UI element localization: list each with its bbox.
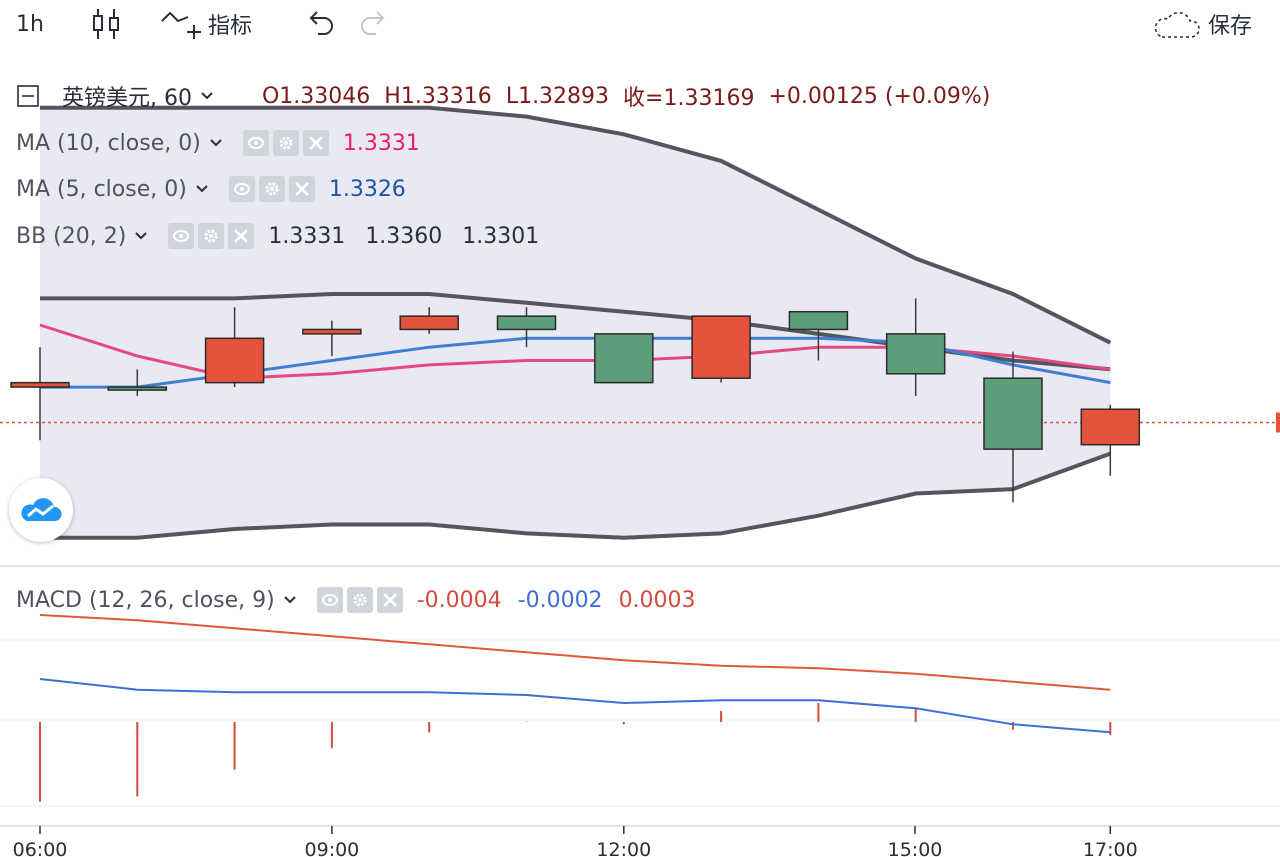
chevron-down-icon[interactable] [134,231,148,241]
candle-body [107,386,168,391]
indicators-label: 指标 [208,14,253,39]
redo-icon [361,11,385,35]
candle-body [594,333,654,384]
bb-value-upper: 1.3360 [365,223,443,249]
macd-legend: MACD (12, 26, close, 9) -0.0004 -0.0002 … [16,587,696,613]
indicators-icon [161,11,201,39]
ma10-legend: MA (10, close, 0) 1.3331 [16,130,420,156]
bollinger-band-fill [40,107,1111,538]
signal-line [39,678,1111,734]
save-button[interactable]: 保存 [1152,6,1252,42]
ohlc-low: L1.32893 [505,83,610,109]
eye-icon[interactable] [316,587,343,613]
time-tick-label: 12:00 [596,839,651,857]
chart-logo[interactable] [9,478,73,542]
ohlc-close: 收=1.33169 [623,86,755,111]
save-label: 保存 [1208,14,1253,39]
macd-value-macd: 0.0003 [618,587,696,613]
interval-label: 1h [16,11,44,37]
candle-body [885,333,946,375]
interval-button[interactable]: 1h [16,6,44,42]
symbol-name[interactable]: 英镑美元, 60 [62,86,192,111]
top-toolbar: 1h 指标 保存 [0,0,1280,48]
gear-icon[interactable] [346,587,373,613]
cloud-logo-icon [21,498,62,521]
ma5-label[interactable]: MA (5, close, 0) [16,176,187,202]
close-icon[interactable] [302,130,329,156]
last-price-marker [1276,412,1280,433]
candle-body [691,315,751,379]
candle-body [302,328,362,335]
time-tick-label: 15:00 [888,839,943,857]
time-tick-label: 09:00 [305,839,360,857]
candle-body [10,381,70,388]
ma5-value: 1.3326 [328,176,406,202]
eye-icon[interactable] [228,176,255,202]
chevron-down-icon[interactable] [200,91,214,101]
gear-icon[interactable] [272,130,299,156]
undo-icon [309,11,333,35]
bb-value-basis: 1.3331 [268,223,346,249]
ohlc-high: H1.33316 [384,83,492,109]
ma5-legend: MA (5, close, 0) 1.3326 [16,176,406,202]
collapse-icon[interactable] [16,84,40,108]
bollinger-lower-line [40,451,1111,540]
bb-legend: BB (20, 2) 1.3331 1.3360 1.3301 [16,223,539,249]
bb-value-lower: 1.3301 [462,223,540,249]
gear-icon[interactable] [258,176,285,202]
eye-icon[interactable] [242,130,269,156]
symbol-legend: 英镑美元, 60 O1.33046 H1.33316 L1.32893 收=1.… [16,80,990,112]
chevron-down-icon[interactable] [283,595,297,605]
cloud-save-icon [1154,11,1200,38]
candle-body [983,377,1043,450]
gear-icon[interactable] [198,223,225,249]
ohlc-open: O1.33046 [261,83,371,109]
macd-value-hist: -0.0004 [416,587,502,613]
ma10-label[interactable]: MA (10, close, 0) [16,130,201,156]
bollinger-upper-line [40,105,1112,345]
time-tick-label: 06:00 [13,839,68,857]
macd-line [39,614,1111,691]
close-icon[interactable] [228,223,255,249]
redo-button[interactable] [358,6,390,42]
candle-body [399,315,459,331]
ohlc-change: +0.00125 (+0.09%) [768,83,991,109]
indicators-button[interactable]: 指标 [160,6,252,42]
candle-body [788,310,849,331]
chevron-down-icon[interactable] [209,138,223,148]
undo-button[interactable] [304,6,336,42]
macd-value-signal: -0.0002 [517,587,603,613]
candle-body [1080,408,1141,446]
chart-type-button[interactable] [90,6,122,42]
bb-label[interactable]: BB (20, 2) [16,223,127,249]
close-icon[interactable] [376,587,403,613]
ma10-value: 1.3331 [342,130,420,156]
eye-icon[interactable] [168,223,195,249]
macd-label[interactable]: MACD (12, 26, close, 9) [16,587,275,613]
candles-icon [93,9,119,39]
candle-body [496,315,557,331]
close-icon[interactable] [288,176,315,202]
chevron-down-icon[interactable] [195,184,209,194]
candle-body [204,337,265,384]
time-tick-label: 17:00 [1083,839,1138,857]
